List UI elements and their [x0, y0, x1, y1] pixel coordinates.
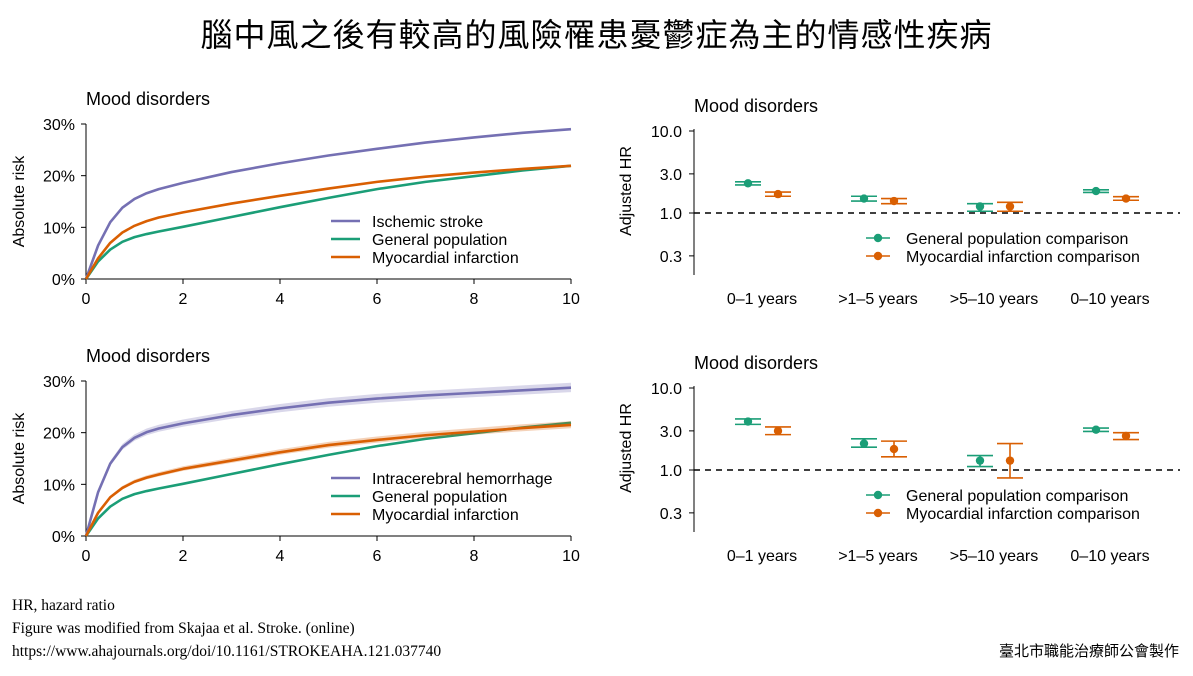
y-tick-label: 20% [43, 426, 75, 443]
y-axis-label: Adjusted HR [618, 403, 635, 493]
x-tick-label: 0–10 years [1070, 548, 1149, 565]
y-tick-label: 0% [52, 272, 75, 289]
y-axis-label: Adjusted HR [618, 146, 635, 236]
legend-marker [873, 251, 883, 261]
legend-label: Myocardial infarction [372, 507, 519, 524]
x-tick-label: 0–10 years [1070, 291, 1149, 308]
x-tick-label: >1–5 years [838, 291, 918, 308]
x-tick-label: >1–5 years [838, 548, 918, 565]
estimate-point [1005, 202, 1015, 211]
x-tick-label: 0 [82, 291, 91, 308]
y-tick-label: 1.0 [660, 206, 682, 223]
y-tick-label: 3.0 [660, 167, 682, 184]
estimate-point [859, 439, 869, 448]
chart-panel-2: Mood disorders 10.0 3.0 1.0 0.3 Adjusted HR 0–… [618, 96, 1180, 308]
x-tick-label: 6 [373, 548, 382, 565]
y-tick-label: 30% [43, 117, 75, 134]
panel-title: Mood disorders [86, 89, 210, 109]
page-title: 腦中風之後有較高的風險罹患憂鬱症為主的情感性疾病 [200, 16, 993, 54]
x-tick-label: 2 [179, 548, 188, 565]
x-tick-label: 10 [562, 548, 580, 565]
chart-panel-3: Mood disorders 0% 10% 20% 30% 0 2 4 6 8 10 Absolute… [11, 346, 580, 565]
legend-marker [873, 490, 883, 500]
estimate-point [773, 189, 783, 199]
y-tick-label: 3.0 [660, 424, 682, 441]
y-axis-label: Absolute risk [11, 155, 28, 248]
chart-panel-4: Mood disorders 10.0 3.0 1.0 0.3 Adjusted HR 0–… [618, 353, 1180, 565]
series-line [84, 386, 572, 537]
x-tick-label: 0–1 years [727, 291, 797, 308]
estimate-point [1091, 186, 1101, 196]
legend-marker [873, 233, 883, 243]
legend-label: Myocardial infarction [372, 250, 519, 267]
x-tick-label: >5–10 years [950, 548, 1039, 565]
y-tick-label: 0.3 [660, 506, 682, 523]
legend-label: General population [372, 489, 507, 506]
x-tick-label: 2 [179, 291, 188, 308]
estimate-point [1005, 456, 1015, 465]
series-line [84, 164, 572, 280]
y-tick-label: 0% [52, 529, 75, 546]
footnote-source: Figure was modified from Skajaa et al. S… [12, 620, 355, 637]
x-tick-label: 10 [562, 291, 580, 308]
y-tick-label: 10.0 [651, 124, 682, 141]
x-tick-label: 6 [373, 291, 382, 308]
y-tick-label: 10% [43, 477, 75, 494]
x-tick-label: 0–1 years [727, 548, 797, 565]
credit-text: 臺北市職能治療師公會製作 [998, 642, 1179, 660]
panel-title: Mood disorders [694, 96, 818, 116]
legend-marker [873, 508, 883, 518]
estimate-point [743, 179, 753, 188]
estimate-point [773, 426, 783, 436]
y-tick-label: 10% [43, 220, 75, 237]
legend-label: General population comparison [906, 488, 1128, 505]
footnote-hr: HR, hazard ratio [12, 597, 115, 614]
estimate-point [889, 444, 899, 454]
legend-label: Myocardial infarction comparison [906, 249, 1140, 266]
estimate-point [1091, 425, 1101, 434]
footnote-url: https://www.ahajournals.org/doi/10.1161/… [12, 643, 442, 660]
panel-title: Mood disorders [86, 346, 210, 366]
series-line [84, 423, 572, 537]
confidence-band [86, 382, 571, 536]
x-tick-label: >5–10 years [950, 291, 1039, 308]
y-tick-label: 1.0 [660, 463, 682, 480]
estimate-point [889, 196, 899, 206]
legend-label: Intracerebral hemorrhage [372, 471, 553, 488]
legend-label: General population comparison [906, 231, 1128, 248]
x-tick-label: 8 [470, 548, 479, 565]
legend-label: Myocardial infarction comparison [906, 506, 1140, 523]
legend-label: General population [372, 232, 507, 249]
x-tick-label: 4 [276, 548, 285, 565]
panel-title: Mood disorders [694, 353, 818, 373]
chart-panel-1: Mood disorders 0% 10% 20% 30% 0 2 4 6 8 10 Absolute… [11, 89, 580, 308]
x-tick-label: 4 [276, 291, 285, 308]
y-tick-label: 10.0 [651, 381, 682, 398]
y-tick-label: 30% [43, 374, 75, 391]
y-axis-label: Absolute risk [11, 412, 28, 505]
series-line [84, 164, 572, 280]
series-line [84, 421, 572, 537]
estimate-point [743, 417, 753, 426]
x-tick-label: 0 [82, 548, 91, 565]
series-line [84, 127, 572, 280]
legend-label: Ischemic stroke [372, 214, 483, 231]
estimate-point [975, 456, 985, 465]
estimate-point [1121, 431, 1131, 441]
y-tick-label: 20% [43, 169, 75, 186]
estimate-point [859, 194, 869, 203]
y-tick-label: 0.3 [660, 249, 682, 266]
x-tick-label: 8 [470, 291, 479, 308]
estimate-point [975, 202, 985, 211]
estimate-point [1121, 194, 1131, 203]
